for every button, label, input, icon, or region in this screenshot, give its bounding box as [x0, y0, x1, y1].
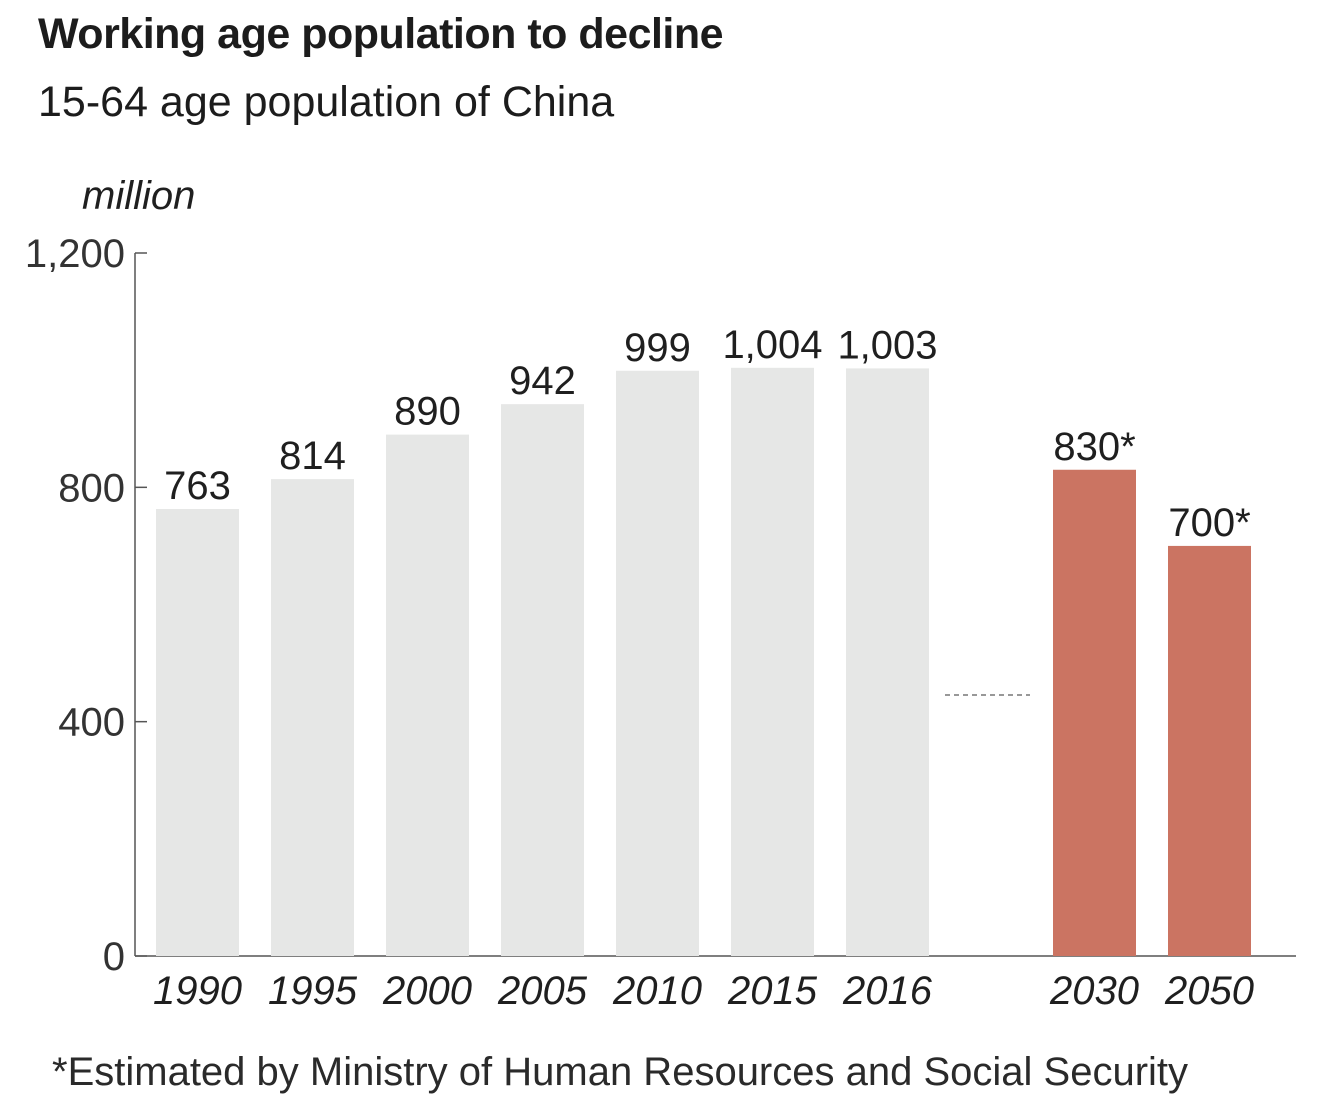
data-label-2005: 942	[509, 359, 576, 403]
y-tick-label: 1,200	[25, 232, 125, 276]
axes: 0 400 800 1,200	[25, 232, 1296, 979]
chart-subtitle: 15-64 age population of China	[38, 78, 615, 126]
bar-2050	[1168, 545, 1251, 956]
footnote: *Estimated by Ministry of Human Resource…	[52, 1050, 1189, 1094]
data-label-1990: 763	[164, 464, 231, 508]
y-tick-label: 800	[58, 466, 125, 510]
bar-2015	[731, 367, 814, 956]
data-label-2030: 830*	[1053, 425, 1135, 469]
data-label-2050: 700*	[1168, 501, 1250, 545]
x-tick-label-2005: 2005	[497, 969, 588, 1013]
y-tick-label: 400	[58, 701, 125, 745]
data-label-2016: 1,003	[837, 323, 937, 367]
x-tick-label-2016: 2016	[842, 969, 933, 1013]
bar-2010	[616, 370, 699, 956]
bar-2005	[501, 404, 584, 956]
chart-title: Working age population to decline	[38, 10, 724, 58]
bars	[156, 367, 1251, 956]
data-label-2010: 999	[624, 326, 691, 370]
bar-1995	[271, 479, 354, 956]
x-tick-label-2030: 2030	[1049, 969, 1139, 1013]
bar-2000	[386, 434, 469, 956]
x-tick-label-1990: 1990	[153, 969, 242, 1013]
x-tick-label-2050: 2050	[1164, 969, 1254, 1013]
bar-2030	[1053, 469, 1136, 956]
x-tick-label-2000: 2000	[382, 969, 472, 1013]
x-tick-label-2015: 2015	[727, 969, 818, 1013]
x-tick-labels: 1990 1995 2000 2005 2010 2015 2016 2030 2050	[153, 969, 1254, 1013]
data-label-2000: 890	[394, 390, 461, 434]
x-tick-label-2010: 2010	[612, 969, 702, 1013]
x-tick-label-1995: 1995	[268, 969, 358, 1013]
data-label-1995: 814	[279, 434, 346, 478]
unit-label: million	[82, 174, 195, 218]
data-labels: 763 814 890 942 999 1,004 1,003 830* 700*	[164, 323, 1251, 545]
data-label-2015: 1,004	[722, 323, 822, 367]
y-tick-label: 0	[103, 935, 125, 979]
bar-2016	[846, 368, 929, 956]
bar-1990	[156, 509, 239, 956]
